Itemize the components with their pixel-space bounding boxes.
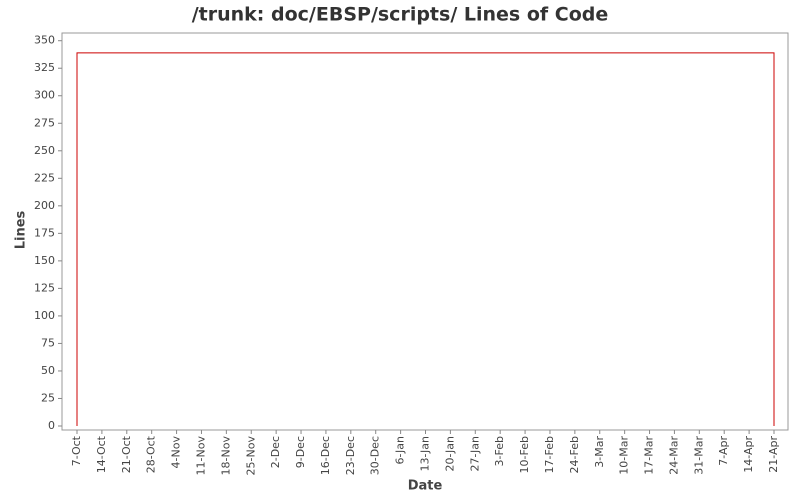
x-tick-label: 23-Dec — [344, 436, 357, 475]
y-tick-label: 200 — [34, 199, 55, 212]
x-tick-label: 28-Oct — [145, 435, 158, 473]
chart-title: /trunk: doc/EBSP/scripts/ Lines of Code — [192, 4, 609, 26]
y-tick-label: 0 — [48, 419, 55, 432]
y-tick-label: 300 — [34, 89, 55, 102]
y-tick-label: 125 — [34, 281, 55, 294]
x-tick-label: 17-Feb — [543, 436, 556, 473]
y-tick-label: 350 — [34, 34, 55, 47]
x-tick-label: 10-Mar — [618, 436, 631, 475]
y-tick-label: 50 — [41, 364, 55, 377]
x-tick-label: 4-Nov — [170, 436, 183, 469]
x-axis-title: Date — [408, 479, 443, 494]
x-tick-label: 24-Mar — [667, 436, 680, 475]
y-tick-label: 225 — [34, 171, 55, 184]
x-tick-label: 30-Dec — [369, 436, 382, 475]
x-tick-label: 16-Dec — [319, 436, 332, 475]
x-tick-label: 3-Mar — [593, 436, 606, 468]
x-tick-label: 24-Feb — [568, 436, 581, 473]
x-tick-label: 7-Oct — [70, 435, 83, 466]
y-tick-label: 175 — [34, 226, 55, 239]
x-tick-label: 6-Jan — [394, 436, 407, 465]
y-tick-label: 150 — [34, 254, 55, 267]
x-tick-label: 14-Apr — [742, 436, 755, 473]
x-tick-label: 2-Dec — [269, 436, 282, 468]
x-tick-label: 14-Oct — [95, 435, 108, 473]
x-tick-label: 11-Nov — [194, 436, 207, 476]
x-tick-label: 25-Nov — [244, 436, 257, 476]
x-tick-label: 27-Jan — [468, 436, 481, 472]
x-tick-label: 9-Dec — [294, 436, 307, 468]
y-tick-label: 75 — [41, 336, 55, 349]
x-tick-label: 31-Mar — [692, 436, 705, 475]
y-tick-label: 100 — [34, 309, 55, 322]
y-tick-label: 325 — [34, 61, 55, 74]
x-tick-label: 3-Feb — [493, 436, 506, 466]
y-axis-title: Lines — [14, 210, 29, 249]
data-line — [76, 52, 775, 426]
x-tick-label: 21-Oct — [120, 435, 133, 473]
y-tick-label: 275 — [34, 116, 55, 129]
plot-area — [61, 32, 789, 431]
x-tick-label: 13-Jan — [419, 436, 432, 472]
x-tick-label: 10-Feb — [518, 436, 531, 473]
x-tick-label: 18-Nov — [219, 436, 232, 476]
x-tick-label: 7-Apr — [717, 436, 730, 466]
x-tick-label: 17-Mar — [643, 436, 656, 475]
y-tick-label: 25 — [41, 391, 55, 404]
x-tick-label: 20-Jan — [443, 436, 456, 472]
y-tick-label: 250 — [34, 144, 55, 157]
x-tick-label: 21-Apr — [767, 436, 780, 473]
